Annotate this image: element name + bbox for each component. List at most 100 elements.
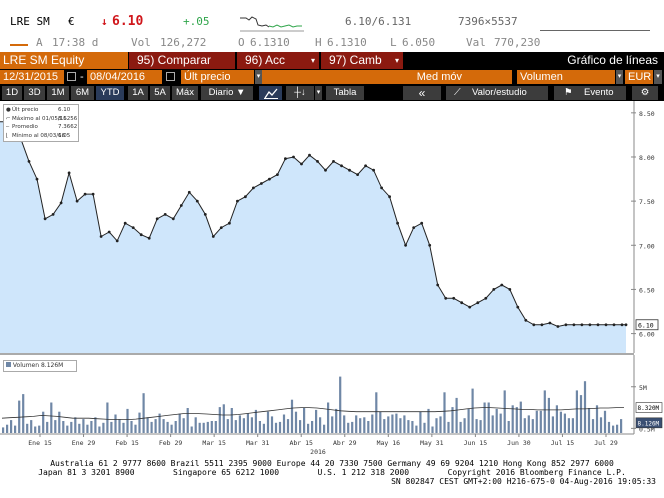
volume-average-line: [1, 407, 624, 421]
volume-bar: [327, 402, 330, 433]
volume-tick-label: 5M: [639, 384, 647, 392]
volume-bar: [186, 408, 189, 433]
volume-bar: [98, 426, 101, 433]
caret-down-icon[interactable]: ▾: [255, 70, 262, 84]
volume-bar: [70, 421, 73, 433]
caret-down-icon[interactable]: ▾: [616, 70, 623, 84]
volume-bar: [94, 417, 97, 433]
date-tick-label: Ene 15: [28, 439, 52, 447]
volume-value-box: [635, 417, 663, 429]
price-point: [219, 226, 223, 229]
price-tick-label: 7.00: [639, 242, 655, 250]
volume-bar: [379, 411, 382, 433]
cursor-icon[interactable]: ┼↓: [286, 86, 314, 100]
range-máx-button[interactable]: Máx: [172, 86, 198, 100]
params-bar: 12/31/2015 - 08/04/2016 Últ precio ▾ Med…: [0, 69, 664, 85]
volume-bar: [531, 419, 534, 433]
price-tick-label: 8.00: [639, 154, 655, 162]
price-point: [484, 296, 488, 300]
caret-down-icon[interactable]: ▾: [654, 70, 662, 84]
actions-button[interactable]: 96) Acc ▾: [237, 52, 319, 69]
date-to-field[interactable]: 08/04/2016: [87, 70, 162, 84]
volume-bar: [507, 421, 510, 433]
volume-bar: [90, 421, 93, 433]
volume-bar: [591, 419, 595, 433]
price-point: [316, 160, 319, 163]
price-point: [412, 226, 416, 229]
range-5a-button[interactable]: 5A: [150, 86, 170, 100]
volume-bar: [555, 405, 558, 434]
compare-button[interactable]: 95) Comparar: [129, 52, 235, 69]
value-study-button[interactable]: ⟋ Valor/estudio: [446, 86, 548, 100]
last-price-label: 6.10: [638, 321, 654, 329]
price-tick-label: 8.50: [639, 110, 655, 118]
range-1m-button[interactable]: 1M: [47, 86, 69, 100]
volume-bar: [583, 381, 587, 433]
calendar-icon[interactable]: [67, 72, 76, 81]
price-volume-chart[interactable]: 6.00 6.50 7.00 7.50 8.00 8.50 6.10 0.5M 5M 8.320…: [0, 101, 664, 457]
volume-bar: [206, 421, 209, 433]
field-selector[interactable]: Últ precio: [181, 70, 254, 84]
price-tick-label: 6.00: [639, 331, 655, 339]
low-value: 6.050: [402, 36, 436, 49]
volume-bar: [230, 408, 233, 433]
price-point: [131, 226, 135, 229]
price-point: [404, 243, 407, 247]
caret-down-icon: ▾: [394, 56, 399, 65]
range-1d-button[interactable]: 1D: [2, 86, 22, 100]
range-6m-button[interactable]: 6M: [71, 86, 94, 100]
settings-gear-icon[interactable]: ⚙: [632, 86, 658, 100]
volume-bar: [595, 405, 599, 434]
volume-bar: [315, 409, 318, 433]
volume-field[interactable]: Volumen: [517, 70, 615, 84]
security-field[interactable]: LRE SM Equity: [0, 52, 128, 69]
date-tick-label: Jun 15: [464, 439, 488, 447]
caret-down-icon[interactable]: ▾: [315, 86, 322, 100]
moving-avg-field[interactable]: Med móv: [262, 70, 512, 84]
last-price-box: [635, 319, 659, 331]
volume-bar: [226, 419, 229, 433]
down-arrow-icon: ↓: [101, 15, 108, 28]
price-point: [516, 305, 520, 309]
legend-label: Últ precio: [12, 107, 39, 113]
period-selector[interactable]: Diario ▼: [201, 86, 253, 100]
calendar-icon[interactable]: [166, 72, 175, 81]
price-point: [268, 177, 271, 181]
volume-bar: [290, 399, 294, 433]
volume-bar: [419, 411, 422, 433]
volume-bar: [620, 419, 623, 433]
table-button[interactable]: Tabla: [326, 86, 364, 100]
volume-bar: [551, 416, 554, 433]
footer-line-2: Japan 81 3 3201 8900 Singapore 65 6212 1…: [38, 468, 626, 477]
line-chart-icon[interactable]: [259, 86, 282, 100]
legend-row: ⌐Máximo al 01/05/16 8.5256: [6, 115, 77, 124]
legend-value: 6.10: [58, 107, 71, 113]
volume-bar: [66, 425, 69, 433]
volume-bar: [423, 422, 426, 433]
volume-bar: [571, 418, 574, 433]
price-point: [468, 305, 472, 309]
date-tick-label: Jul 29: [594, 439, 618, 447]
date-axis: Ene 15 Ene 29 Feb 15 Feb 29 Mar 15 Mar 31 Abr …: [0, 433, 634, 456]
event-button[interactable]: ⚑ Evento: [554, 86, 626, 100]
price-point: [236, 199, 239, 203]
date-from-field[interactable]: 12/31/2015: [0, 70, 64, 84]
price-point: [340, 164, 343, 168]
price-point: [564, 323, 568, 327]
volume-bar: [218, 407, 221, 433]
legend-row: ●Últ precio 6.10: [6, 106, 76, 115]
chart-type-title: Gráfico de líneas: [567, 53, 658, 67]
price-point: [436, 283, 440, 287]
range-1a-button[interactable]: 1A: [128, 86, 148, 100]
currency-field[interactable]: EUR: [625, 70, 653, 84]
volume-bar: [6, 424, 9, 433]
range-ytd-button[interactable]: YTD: [96, 86, 124, 100]
year-label: 2016: [310, 448, 326, 456]
range-3d-button[interactable]: 3D: [24, 86, 45, 100]
study-icon: ⟋: [454, 87, 461, 98]
legend-label: Mínimo al 08/03/16: [12, 132, 66, 139]
price-point: [476, 301, 480, 305]
collapse-icon[interactable]: «: [403, 86, 441, 100]
legend-label: Máximo al 01/05/16: [12, 115, 67, 122]
change-button[interactable]: 97) Camb ▾: [321, 52, 403, 69]
